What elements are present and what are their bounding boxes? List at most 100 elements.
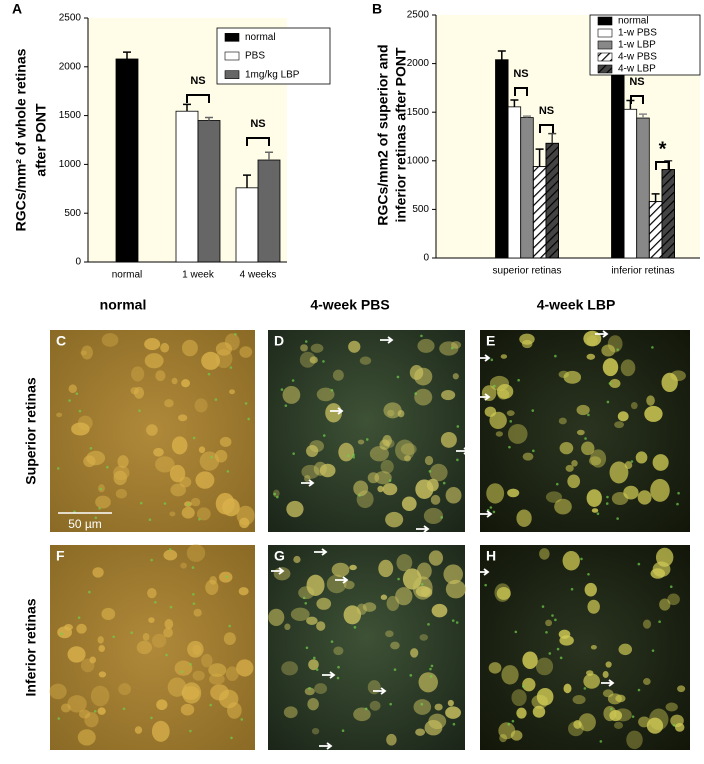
- cell: [501, 665, 519, 685]
- speck: [112, 635, 115, 639]
- arrow: [416, 525, 430, 533]
- significance-bracket: [246, 137, 270, 146]
- cell: [402, 568, 422, 590]
- cell: [283, 706, 298, 719]
- speck: [139, 501, 143, 505]
- cell: [299, 351, 316, 368]
- cell: [156, 699, 168, 711]
- cell: [225, 666, 239, 681]
- cell: [49, 683, 67, 700]
- y-tick-label: 0: [423, 253, 429, 264]
- speck: [214, 398, 218, 401]
- cell: [196, 507, 211, 521]
- cell: [76, 623, 87, 634]
- cell: [409, 365, 424, 380]
- y-tick-label: 2500: [407, 10, 430, 21]
- cell: [307, 697, 319, 711]
- panel-label: E: [486, 333, 495, 349]
- cell: [506, 410, 515, 417]
- cell: [620, 359, 636, 377]
- cell: [522, 651, 538, 669]
- cell: [516, 707, 527, 719]
- cell: [215, 342, 233, 356]
- cell: [452, 373, 459, 380]
- bar: [520, 117, 534, 259]
- legend-swatch: [597, 28, 613, 38]
- speck: [230, 736, 233, 740]
- cell: [488, 662, 502, 674]
- cell: [195, 471, 215, 489]
- legend-label: normal: [618, 16, 649, 27]
- cell: [387, 409, 395, 417]
- speck: [330, 388, 334, 392]
- cell: [507, 423, 528, 444]
- speck: [587, 572, 590, 576]
- speck: [651, 346, 654, 349]
- speck: [637, 688, 641, 692]
- cell: [562, 551, 580, 571]
- speck: [189, 662, 192, 666]
- cell: [281, 661, 299, 676]
- cell: [238, 587, 249, 596]
- cell: [89, 656, 97, 664]
- cell: [423, 507, 444, 524]
- error-bar: [523, 115, 531, 118]
- cell: [626, 730, 643, 750]
- cell: [535, 657, 554, 676]
- cell: [222, 498, 240, 517]
- speck: [389, 702, 393, 706]
- row-header: Inferior retinas: [23, 598, 39, 696]
- cell: [374, 471, 392, 485]
- cell: [650, 478, 670, 502]
- cell: [98, 644, 106, 652]
- cell: [348, 340, 361, 353]
- cell: [586, 489, 602, 507]
- cell: [369, 446, 389, 462]
- cell: [223, 632, 236, 646]
- cell: [314, 683, 328, 694]
- speck: [428, 470, 432, 473]
- cell: [385, 511, 404, 528]
- cell: [539, 548, 550, 560]
- cell: [229, 389, 236, 395]
- cell: [635, 451, 648, 464]
- cell: [586, 353, 596, 360]
- cell: [630, 402, 638, 410]
- cell: [441, 389, 456, 401]
- speck: [154, 600, 157, 604]
- cell: [643, 678, 651, 686]
- speck: [292, 452, 295, 455]
- legend-swatch: [224, 51, 240, 61]
- legend-swatch: [224, 33, 240, 42]
- error-bar: [497, 50, 506, 60]
- speck: [57, 717, 61, 720]
- bar: [636, 117, 650, 259]
- cell: [614, 421, 625, 429]
- cell: [333, 646, 344, 656]
- cell: [349, 564, 357, 571]
- speck: [122, 707, 126, 711]
- cell: [343, 580, 355, 590]
- speck: [240, 718, 244, 721]
- cell: [401, 496, 417, 512]
- speck: [304, 340, 308, 343]
- speck: [658, 620, 661, 624]
- speck: [98, 507, 101, 510]
- bar: [257, 159, 281, 263]
- cell: [332, 369, 344, 381]
- speck: [451, 619, 455, 622]
- speck: [440, 516, 443, 519]
- speck: [599, 740, 603, 743]
- cell: [609, 378, 621, 389]
- cell: [500, 354, 508, 359]
- x-tick-label: 1 week: [182, 270, 215, 281]
- speck: [631, 715, 635, 718]
- error-bar: [183, 103, 191, 112]
- arrow: [330, 407, 344, 415]
- speck: [492, 510, 496, 514]
- cell: [404, 455, 411, 462]
- speck: [559, 656, 563, 660]
- cell: [60, 703, 71, 713]
- cell: [164, 399, 174, 408]
- cell: [602, 689, 614, 698]
